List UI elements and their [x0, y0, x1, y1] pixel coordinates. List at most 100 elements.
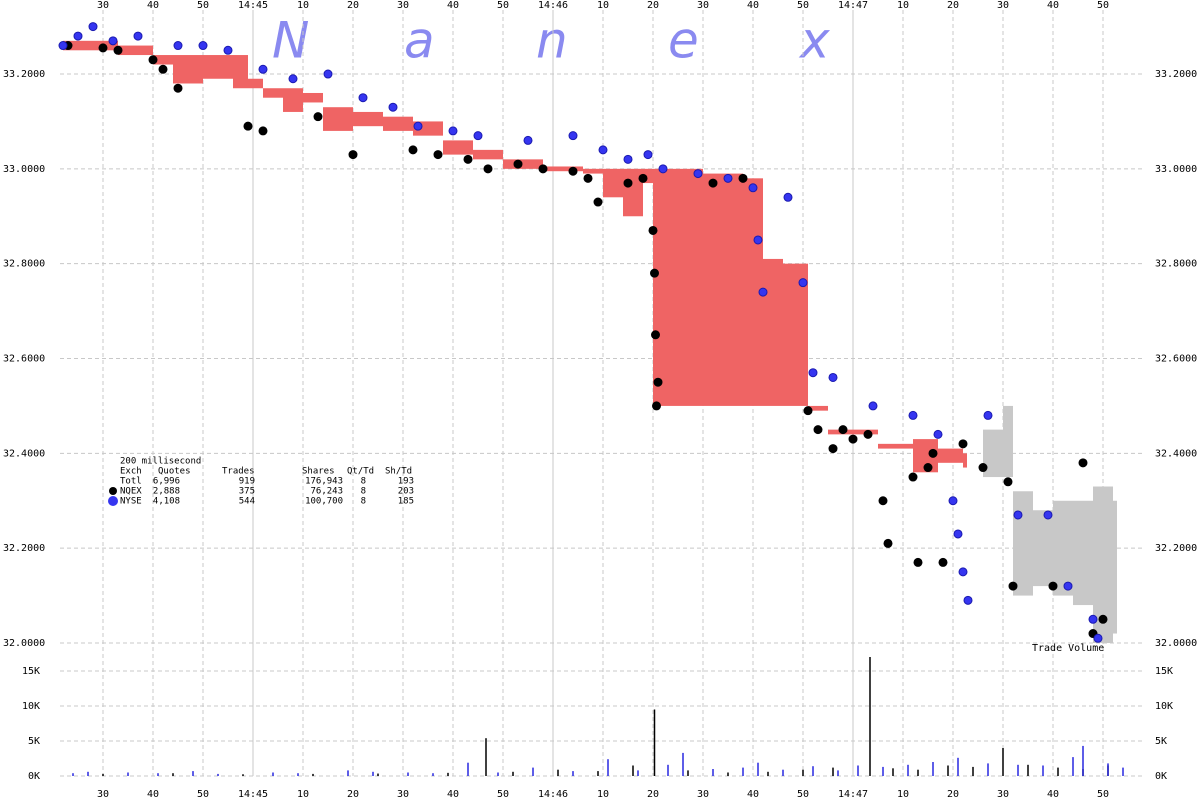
volume-bar: [172, 773, 174, 776]
stats-cell: 544: [239, 497, 255, 507]
trade-point: [313, 112, 323, 122]
quote-band: [383, 116, 413, 131]
volume-bar: [987, 763, 989, 776]
trade-point: [978, 463, 988, 473]
x-tick-label-top: 40: [147, 0, 159, 11]
x-tick-label-bottom: 10: [597, 789, 609, 800]
trade-point: [948, 496, 958, 506]
y-tick-label-right: 32.6000: [1155, 354, 1197, 365]
stats-cell: 2,888: [153, 487, 180, 497]
x-tick-label-bottom: 40: [747, 789, 759, 800]
trade-point: [651, 330, 660, 340]
trade-point: [798, 278, 808, 288]
y-tick-label-left: 32.0000: [3, 638, 45, 649]
trade-point: [288, 74, 298, 84]
trade-point: [1008, 581, 1018, 591]
quote-band: [323, 107, 353, 131]
volume-bar: [1107, 763, 1109, 776]
trade-point: [953, 529, 963, 539]
x-tick-label-top: 50: [497, 0, 509, 11]
trade-point: [738, 173, 748, 183]
volume-bar: [882, 766, 884, 776]
x-tick-label-top: 10: [897, 0, 909, 11]
stats-caption: 200 millisecond: [120, 457, 201, 467]
y2-tick-label-right: 10K: [1155, 701, 1173, 712]
x-tick-label-top: 40: [1047, 0, 1059, 11]
trade-point: [828, 444, 838, 454]
y2-tick-label-left: 15K: [22, 666, 40, 677]
x-tick-label-top: 20: [647, 0, 659, 11]
stats-header: Qt/Td: [347, 467, 374, 477]
trade-point: [983, 410, 993, 420]
quote-band: [603, 168, 623, 198]
trade-point: [623, 154, 633, 164]
trade-point: [1043, 510, 1053, 520]
volume-bar: [607, 759, 609, 776]
quote-band: [353, 111, 383, 127]
trade-point: [158, 64, 168, 74]
volume-bar: [192, 771, 194, 776]
volume-label: Trade Volume: [1032, 643, 1104, 654]
x-tick-label-bottom: 40: [447, 789, 459, 800]
quote-band: [938, 448, 963, 463]
trade-point: [623, 178, 633, 188]
volume-bar: [917, 769, 919, 776]
y2-tick-label-left: 5K: [28, 736, 40, 747]
stats-cell: 375: [239, 487, 255, 497]
trade-point: [483, 164, 493, 174]
x-tick-label-bottom: 30: [97, 789, 109, 800]
stats-cell: 185: [398, 497, 414, 507]
trade-point: [388, 102, 398, 112]
y-tick-label-left: 32.8000: [3, 259, 45, 270]
trade-point: [513, 159, 523, 169]
volume-bar: [242, 774, 244, 776]
volume-bar: [312, 773, 314, 776]
watermark-letter: N: [272, 12, 309, 70]
stats-cell: 100,700: [305, 497, 343, 507]
volume-bar: [832, 767, 834, 776]
x-tick-label-bottom: 40: [147, 789, 159, 800]
x-tick-label-top: 30: [397, 0, 409, 11]
trade-point: [908, 410, 918, 420]
quote-band: [653, 168, 703, 406]
trade-point: [1098, 614, 1108, 624]
trade-point: [223, 45, 233, 55]
trade-point: [113, 45, 123, 55]
trade-point: [638, 173, 648, 183]
trade-point: [173, 83, 183, 93]
x-tick-label-top: 40: [447, 0, 459, 11]
y2-tick-label-left: 0K: [28, 771, 40, 782]
quote-band: [1053, 500, 1073, 596]
volume-bar: [687, 770, 689, 776]
stats-cell: 8: [361, 477, 366, 487]
trade-point: [1088, 614, 1098, 624]
volume-bar: [1017, 764, 1019, 776]
volume-bar: [557, 769, 559, 776]
volume-bar: [957, 757, 959, 776]
trade-point: [908, 472, 918, 482]
trade-point: [433, 150, 443, 160]
quote-band: [1013, 491, 1033, 596]
volume-bar: [782, 769, 784, 776]
y2-tick-label-right: 15K: [1155, 666, 1173, 677]
volume-bar: [632, 765, 634, 776]
volume-bar: [742, 767, 744, 776]
x-tick-label-top: 20: [347, 0, 359, 11]
trade-point: [828, 372, 838, 382]
volume-bar: [372, 771, 374, 776]
x-tick-label-top: 30: [997, 0, 1009, 11]
trade-point: [243, 121, 253, 131]
trade-point: [473, 131, 483, 141]
x-tick-label-bottom: 20: [347, 789, 359, 800]
stats-header: Shares: [302, 467, 335, 477]
x-tick-label-bottom: 20: [947, 789, 959, 800]
volume-bar: [1002, 748, 1004, 776]
quote-band: [283, 88, 303, 112]
x-tick-label-bottom: 50: [797, 789, 809, 800]
x-tick-label-bottom: 50: [1097, 789, 1109, 800]
x-tick-label-bottom: 30: [397, 789, 409, 800]
x-tick-label-top: 14:45: [238, 0, 268, 11]
volume-bar: [802, 769, 804, 776]
